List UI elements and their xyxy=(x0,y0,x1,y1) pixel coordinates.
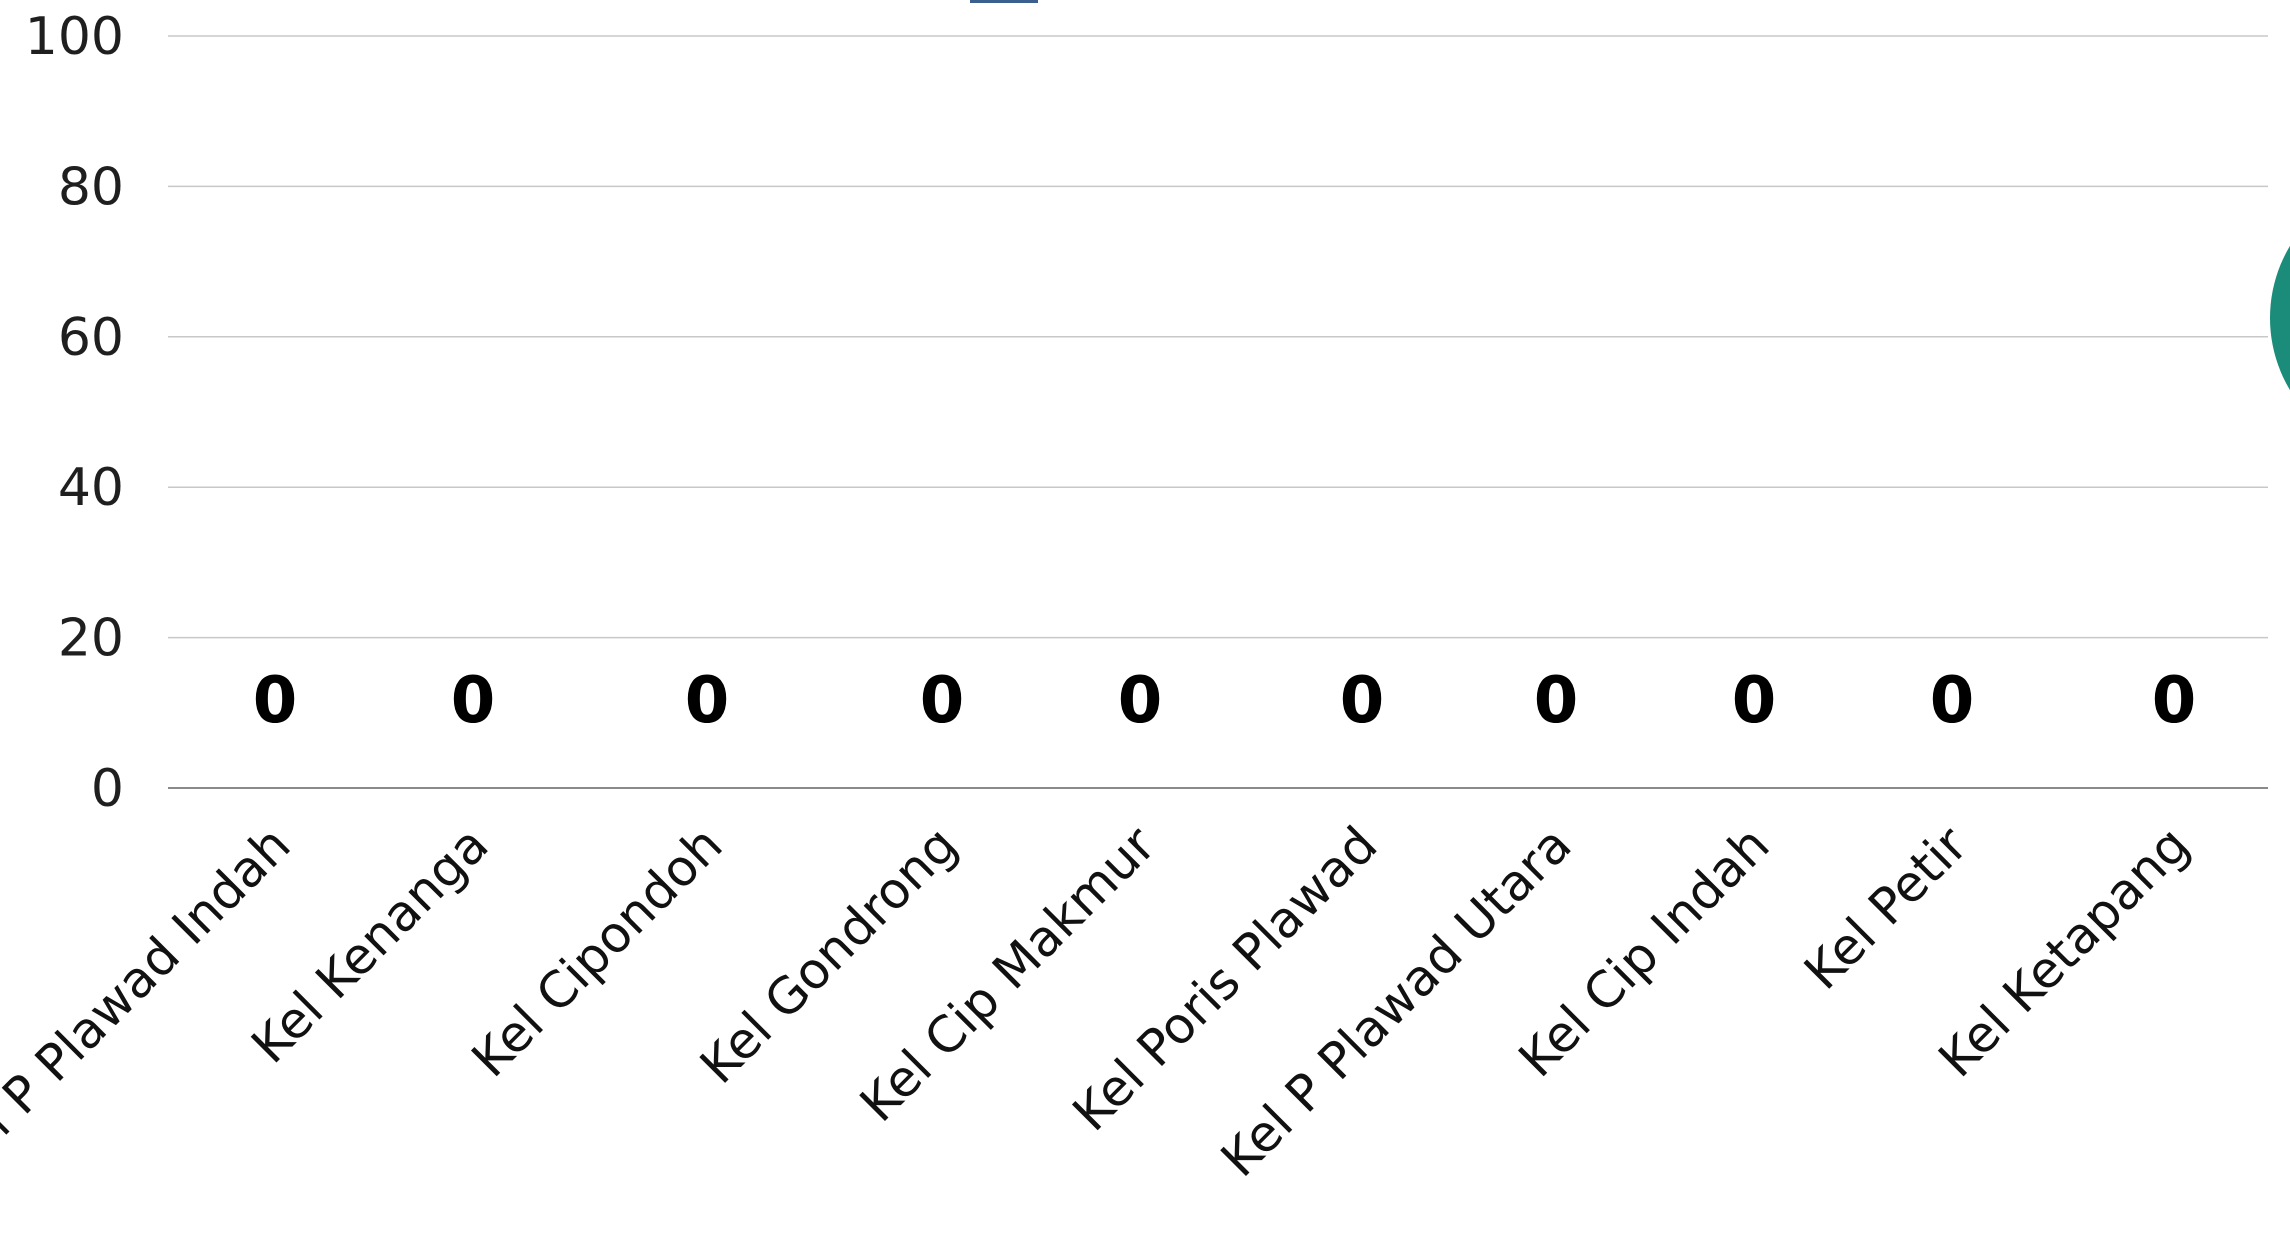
data-label: 0 xyxy=(920,664,965,738)
data-label: 0 xyxy=(1732,664,1777,738)
y-tick-label: 40 xyxy=(58,458,124,518)
data-label: 0 xyxy=(1340,664,1385,738)
x-category-label: Kel Petir xyxy=(1793,815,1979,1001)
x-category-label: Kel P Plawad Indah xyxy=(0,815,301,1189)
y-tick-label: 100 xyxy=(25,7,124,67)
decoration-mark xyxy=(970,0,1038,3)
data-label: 0 xyxy=(1930,664,1975,738)
decoration-circle xyxy=(2270,245,2290,391)
y-tick-label: 80 xyxy=(58,157,124,217)
data-label: 0 xyxy=(451,664,496,738)
y-tick-label: 60 xyxy=(58,308,124,368)
data-label: 0 xyxy=(253,664,298,738)
data-label: 0 xyxy=(685,664,730,738)
y-tick-label: 0 xyxy=(91,759,124,819)
data-label: 0 xyxy=(1534,664,1579,738)
y-tick-label: 20 xyxy=(58,609,124,669)
data-label: 0 xyxy=(1118,664,1163,738)
x-category-label: Kel P Plawad Utara xyxy=(1210,815,1582,1187)
data-label: 0 xyxy=(2152,664,2197,738)
x-category-label: Kel Cipondoh xyxy=(461,815,734,1088)
